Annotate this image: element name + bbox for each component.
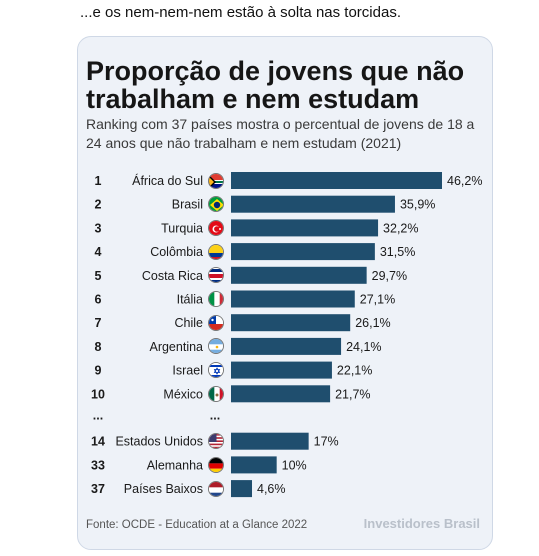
bar [231,195,395,213]
ellipsis-marker: ... [210,409,220,423]
flag-column [78,162,492,497]
rank-label: 7 [95,316,102,330]
country-label: México [163,387,203,401]
rank-label: 5 [95,269,102,283]
rank-label: 3 [95,221,102,235]
bar [231,480,253,498]
bar-chart: 1 África do Sul 46,2% 2 Brasil 35,9% 3 Turquia 3… [91,172,482,498]
rank-label: 10 [91,387,105,401]
country-label: Chile [175,316,204,330]
bar [231,456,277,474]
de-flag-icon [208,456,224,473]
za-flag-icon [208,172,224,189]
rank-label: 4 [95,245,102,259]
tr-flag-icon [208,219,224,236]
bar [231,266,367,284]
value-label: 31,5% [380,245,415,259]
bar [231,290,355,308]
country-label: Alemanha [147,458,203,472]
source-note: Fonte: OCDE - Education at a Glance 2022 [86,519,308,531]
value-label: 10% [282,458,307,472]
country-label: Colômbia [150,245,203,259]
bar [231,314,351,332]
country-label: Argentina [149,340,203,354]
rank-label: 37 [91,482,105,496]
ar-flag-icon [208,338,224,355]
country-label: Turquia [161,221,203,235]
nl-flag-icon [208,480,224,497]
country-label: Brasil [172,198,203,212]
br-flag-icon [208,196,224,213]
bar [231,219,379,237]
chart-subtitle: Ranking com 37 países mostra o percentua… [86,116,475,151]
cr-flag-icon [208,267,224,284]
bar [231,337,342,355]
country-label: África do Sul [132,173,203,188]
rank-label: 1 [95,174,102,188]
rank-label: 14 [91,435,105,449]
value-label: 27,1% [360,293,395,307]
us-flag-icon [208,433,224,450]
infographic-card: Proporção de jovens que não trabalham e … [77,36,493,550]
value-label: 26,1% [355,316,390,330]
co-flag-icon [208,243,224,260]
il-flag-icon [208,362,224,379]
bar [231,172,442,189]
value-label: 21,7% [335,387,370,401]
country-label: Estados Unidos [115,435,203,449]
country-label: Itália [177,293,203,307]
bar [231,432,309,450]
bar [231,243,375,261]
post-caption: ...e os nem-nem-nem estão à solta nas to… [80,4,401,21]
value-label: 35,9% [400,198,435,212]
value-label: 22,1% [337,364,372,378]
rank-label: 8 [95,340,102,354]
bar [231,361,332,379]
country-label: Países Baixos [124,482,203,496]
ellipsis-marker: ... [93,409,103,423]
chart-title: Proporção de jovens que não trabalham e … [86,56,465,114]
country-label: Israel [172,364,203,378]
cl-flag-icon [208,314,224,331]
rank-label: 2 [95,198,102,212]
value-label: 29,7% [372,269,407,283]
bar [231,385,331,403]
it-flag-icon [208,291,224,307]
mx-flag-icon [208,385,224,402]
value-label: 4,6% [257,482,286,496]
country-label: Costa Rica [142,269,203,283]
rank-label: 9 [95,364,102,378]
rank-label: 33 [91,458,105,472]
brand-watermark: Investidores Brasil [363,516,480,531]
rank-label: 6 [95,293,102,307]
value-label: 32,2% [383,221,418,235]
value-label: 17% [314,435,339,449]
value-label: 46,2% [447,174,482,188]
value-label: 24,1% [346,340,381,354]
